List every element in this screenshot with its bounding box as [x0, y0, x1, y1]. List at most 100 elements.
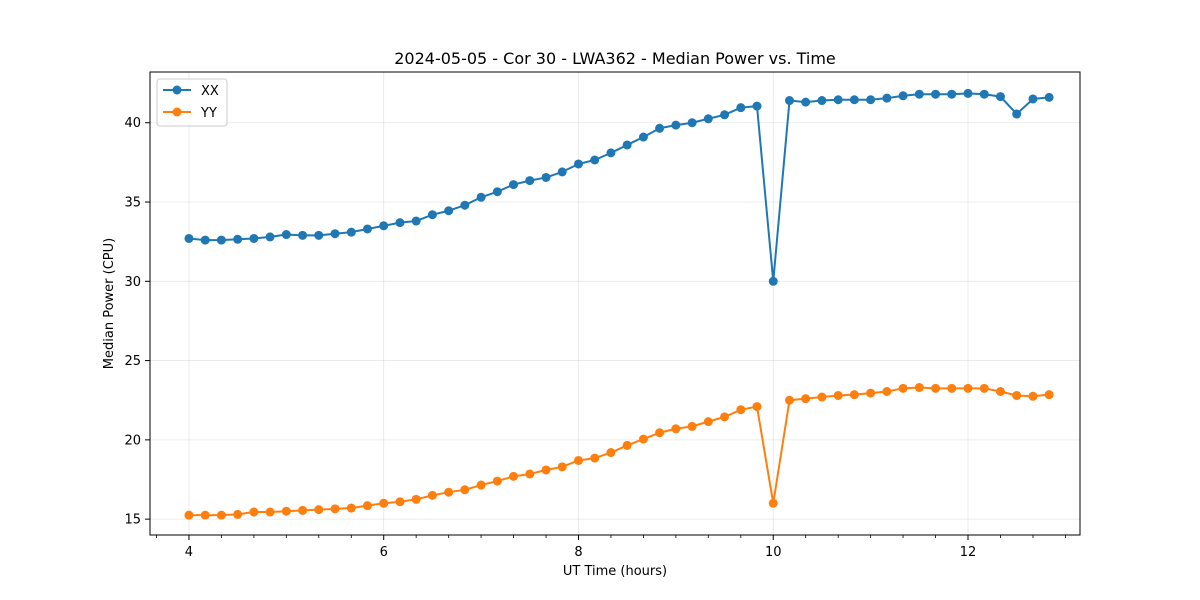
data-point-yy: [444, 487, 454, 497]
data-point-xx: [314, 230, 324, 240]
x-tick-label: 10: [765, 545, 782, 560]
data-point-xx: [606, 148, 616, 158]
data-point-yy: [785, 395, 795, 405]
data-point-yy: [882, 387, 892, 396]
data-point-xx: [947, 89, 957, 99]
data-point-yy: [379, 498, 389, 508]
data-point-xx: [281, 230, 291, 240]
data-point-yy: [525, 469, 535, 479]
data-point-xx: [931, 89, 941, 99]
data-point-yy: [914, 383, 924, 393]
data-point-yy: [200, 510, 210, 520]
data-point-xx: [1012, 109, 1022, 119]
data-point-yy: [752, 402, 762, 412]
data-point-yy: [687, 421, 697, 431]
data-point-xx: [411, 216, 421, 226]
legend: XX YY: [156, 78, 228, 127]
data-point-yy: [362, 501, 372, 511]
data-point-yy: [849, 390, 859, 400]
data-point-xx: [460, 200, 470, 210]
data-point-xx: [476, 192, 486, 202]
data-point-yy: [622, 440, 632, 450]
data-point-xx: [330, 229, 340, 239]
data-point-yy: [703, 417, 713, 427]
data-point-xx: [703, 114, 713, 124]
data-point-yy: [736, 405, 746, 415]
data-point-xx: [622, 140, 632, 150]
data-point-yy: [768, 498, 778, 508]
data-point-xx: [492, 187, 502, 197]
data-point-yy: [1028, 391, 1038, 401]
legend-marker-yy: [172, 107, 182, 117]
y-tick-label: 30: [124, 275, 141, 290]
data-point-yy: [346, 503, 356, 513]
data-point-xx: [963, 88, 973, 98]
legend-label-xx: XX: [201, 84, 219, 99]
data-point-xx: [655, 123, 665, 133]
data-point-xx: [1028, 94, 1038, 104]
data-point-yy: [184, 510, 194, 520]
data-point-xx: [849, 95, 859, 105]
data-point-yy: [833, 390, 843, 400]
y-tick-label: 35: [124, 196, 141, 211]
data-point-xx: [233, 234, 243, 244]
data-point-yy: [931, 383, 941, 393]
data-point-yy: [655, 428, 665, 438]
data-point-xx: [557, 167, 567, 177]
data-point-xx: [444, 206, 454, 216]
data-point-yy: [590, 453, 600, 463]
data-point-yy: [963, 383, 973, 393]
plot-frame: [149, 71, 1081, 536]
y-tick-label: 15: [124, 513, 141, 528]
data-point-yy: [606, 448, 616, 458]
data-point-yy: [898, 383, 908, 393]
data-point-xx: [427, 210, 437, 220]
data-point-yy: [573, 455, 583, 465]
x-axis-title: UT Time (hours): [563, 564, 667, 579]
data-point-yy: [330, 504, 340, 514]
data-point-yy: [801, 394, 811, 404]
data-point-xx: [995, 92, 1005, 102]
data-point-xx: [184, 233, 194, 243]
data-point-xx: [573, 159, 583, 169]
x-tick-label: 8: [574, 545, 582, 560]
data-point-xx: [541, 172, 551, 182]
x-axis-ticks: 4 6 8 10 12: [156, 535, 1066, 560]
data-point-xx: [687, 118, 697, 128]
data-point-xx: [979, 89, 989, 99]
data-point-xx: [736, 103, 746, 113]
data-point-yy: [509, 471, 519, 481]
x-tick-label: 12: [960, 545, 977, 560]
data-point-yy: [476, 480, 486, 490]
data-point-yy: [1012, 390, 1022, 400]
data-point-yy: [460, 485, 470, 495]
data-point-xx: [785, 96, 795, 106]
data-point-xx: [898, 91, 908, 101]
data-point-xx: [379, 221, 389, 231]
data-point-xx: [509, 180, 519, 190]
data-point-xx: [866, 95, 876, 105]
data-point-yy: [720, 412, 730, 422]
data-point-yy: [671, 424, 681, 434]
data-point-yy: [249, 507, 259, 517]
data-point-xx: [216, 235, 226, 245]
y-axis-ticks: 15 20 25 30 35 40: [124, 116, 150, 528]
data-point-xx: [752, 101, 762, 111]
y-tick-label: 25: [124, 354, 141, 369]
data-point-yy: [427, 490, 437, 500]
data-point-xx: [1044, 92, 1054, 102]
data-point-xx: [833, 95, 843, 105]
data-point-xx: [817, 96, 827, 106]
data-point-xx: [525, 176, 535, 186]
legend-label-yy: YY: [200, 106, 217, 121]
data-point-yy: [557, 462, 567, 472]
legend-marker-xx: [172, 85, 182, 95]
data-point-xx: [768, 276, 778, 286]
data-point-yy: [1044, 390, 1054, 400]
data-point-yy: [979, 383, 989, 393]
data-point-yy: [411, 494, 421, 504]
data-point-xx: [638, 132, 648, 142]
data-point-yy: [947, 383, 957, 393]
x-tick-label: 4: [185, 545, 193, 560]
